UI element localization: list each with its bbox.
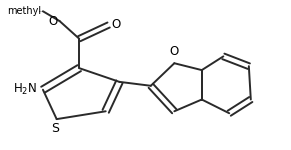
Text: H$_2$N: H$_2$N xyxy=(13,82,37,97)
Text: O: O xyxy=(170,45,179,58)
Text: methyl: methyl xyxy=(39,11,44,12)
Text: methyl: methyl xyxy=(7,6,41,16)
Text: S: S xyxy=(51,122,59,135)
Text: methyl: methyl xyxy=(33,12,38,13)
Text: O: O xyxy=(48,15,58,28)
Text: O: O xyxy=(111,18,121,32)
